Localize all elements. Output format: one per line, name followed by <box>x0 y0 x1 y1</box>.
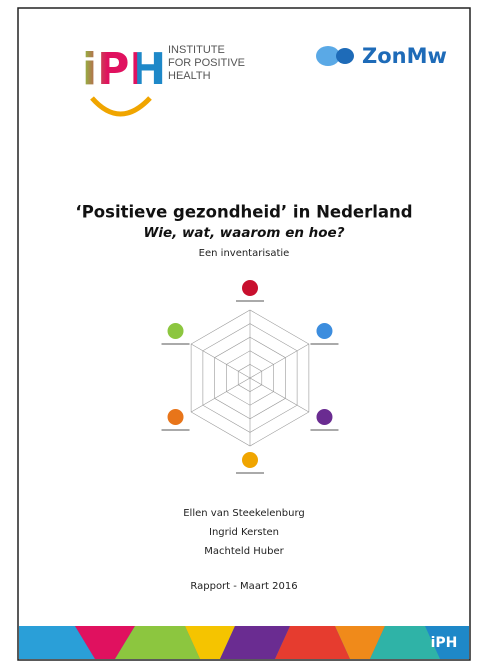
dimension-label <box>310 429 339 431</box>
logo-arc <box>90 96 152 117</box>
footer-logo: iPH <box>431 635 458 651</box>
report-date: Rapport - Maart 2016 <box>190 581 297 592</box>
partner-icon <box>336 48 354 64</box>
subtitle: Wie, wat, waarom en hoe? <box>143 225 344 241</box>
dimension-icon <box>167 409 184 425</box>
institute-line: INSTITUTE <box>168 44 225 56</box>
dimension-icon <box>316 409 333 425</box>
title: ‘Positieve gezondheid’ in Nederland <box>75 203 412 222</box>
author: Machteld Huber <box>204 546 284 557</box>
web-spoke <box>190 343 251 379</box>
dimension-label <box>310 343 339 345</box>
dimension-label <box>161 429 190 431</box>
spider-diagram <box>161 280 339 474</box>
dimension-icon <box>316 323 333 339</box>
author: Ingrid Kersten <box>209 527 279 538</box>
dimension-icon <box>242 452 258 468</box>
author: Ellen van Steekelenburg <box>183 508 305 519</box>
web-spoke <box>190 377 251 413</box>
dimension-icon <box>242 280 258 296</box>
institute-line: FOR POSITIVE <box>168 57 245 69</box>
dimension-label <box>236 300 264 302</box>
dimension-icon <box>167 323 184 339</box>
institute-line: HEALTH <box>168 70 211 82</box>
partner-logo: ZonMw <box>362 44 447 68</box>
web-spoke <box>249 343 310 379</box>
web-spoke <box>249 377 310 413</box>
logo: iPH <box>82 44 166 95</box>
dimension-label <box>161 343 190 345</box>
page-border <box>17 7 471 661</box>
dimension-label <box>236 472 264 474</box>
description: Een inventarisatie <box>199 248 290 259</box>
footer-stripe <box>19 626 469 659</box>
partner-icon <box>316 46 340 66</box>
